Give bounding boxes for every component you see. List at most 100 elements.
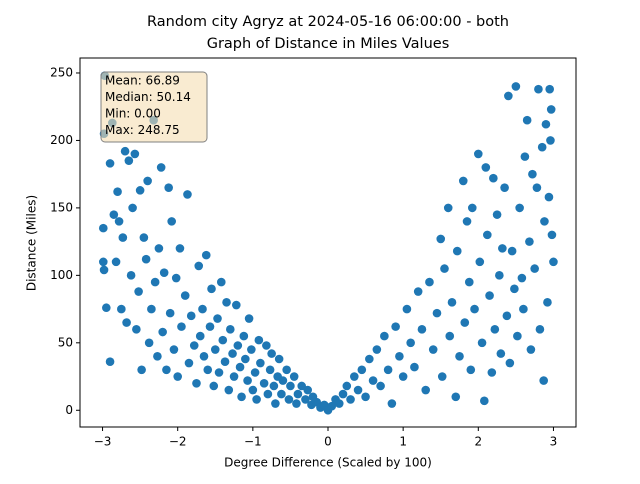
point (510, 284, 519, 294)
point (480, 396, 489, 406)
point (99, 265, 109, 275)
point (327, 401, 337, 411)
stats-box: Mean: 66.89 Median: 50.14 Min: 0.00 Max: 24… (100, 71, 208, 143)
point (203, 365, 213, 375)
point (169, 345, 179, 354)
point (284, 395, 294, 404)
point (353, 385, 363, 395)
point (545, 84, 554, 94)
point (137, 365, 146, 375)
point (209, 381, 219, 391)
point (118, 233, 128, 242)
point (505, 358, 515, 368)
point (282, 365, 291, 375)
point (549, 257, 558, 267)
stats-text: Max: 248.75 (105, 123, 180, 137)
point (410, 362, 419, 372)
point (413, 287, 423, 296)
point (278, 376, 288, 385)
point (201, 250, 211, 260)
point (277, 389, 286, 399)
point (492, 210, 502, 219)
point (233, 341, 243, 350)
point (237, 392, 246, 402)
point (186, 311, 196, 321)
point (432, 308, 442, 318)
point (466, 365, 476, 375)
point (380, 331, 389, 341)
point (525, 237, 534, 246)
point (500, 183, 509, 192)
point (357, 365, 367, 375)
point (141, 254, 151, 264)
y-tick-label: 200 (50, 133, 73, 147)
point (365, 354, 374, 364)
point (391, 322, 400, 331)
point (274, 354, 284, 364)
point (144, 338, 154, 348)
point (98, 257, 108, 267)
point (421, 385, 430, 395)
x-tick-label: −2 (169, 435, 187, 449)
x-tick-label: 3 (550, 435, 558, 449)
point (262, 341, 271, 350)
point (216, 277, 226, 287)
point (171, 273, 181, 283)
point (452, 246, 462, 256)
point (532, 183, 542, 192)
stats-text: Mean: 66.89 (105, 74, 180, 88)
point (247, 345, 256, 354)
point (220, 357, 230, 366)
point (111, 257, 121, 267)
point (130, 149, 140, 159)
point (194, 261, 204, 271)
point (213, 314, 222, 323)
stats-text: Median: 50.14 (105, 90, 191, 104)
y-tick-label: 250 (50, 65, 73, 79)
point (496, 349, 506, 358)
point (301, 395, 310, 404)
point (271, 399, 280, 408)
point (165, 308, 175, 318)
point (134, 287, 143, 296)
point (117, 304, 126, 314)
point (519, 304, 528, 314)
point (398, 372, 408, 381)
x-tick-label: −3 (94, 435, 112, 449)
point (440, 264, 449, 273)
point (226, 325, 235, 334)
point (445, 331, 455, 341)
point (98, 223, 108, 233)
point (293, 389, 303, 399)
point (214, 368, 224, 377)
point (520, 152, 530, 161)
point (513, 331, 522, 341)
point (547, 230, 557, 240)
point (342, 381, 352, 391)
point (346, 395, 355, 404)
point (259, 378, 269, 388)
point (158, 327, 167, 337)
point (495, 271, 504, 280)
point (195, 331, 205, 341)
point (150, 277, 160, 287)
point (122, 318, 131, 327)
point (167, 217, 176, 226)
point (180, 291, 190, 300)
point (218, 335, 228, 345)
point (535, 325, 545, 334)
point (543, 298, 552, 307)
point (292, 399, 301, 408)
point (511, 82, 521, 91)
point (239, 331, 249, 341)
point (361, 392, 370, 402)
point (198, 304, 207, 314)
point (229, 372, 239, 381)
point (189, 341, 199, 350)
point (232, 300, 241, 310)
point (184, 358, 194, 368)
y-tick-label: 0 (65, 403, 73, 417)
point (522, 115, 532, 125)
point (443, 203, 453, 213)
point (147, 304, 156, 314)
